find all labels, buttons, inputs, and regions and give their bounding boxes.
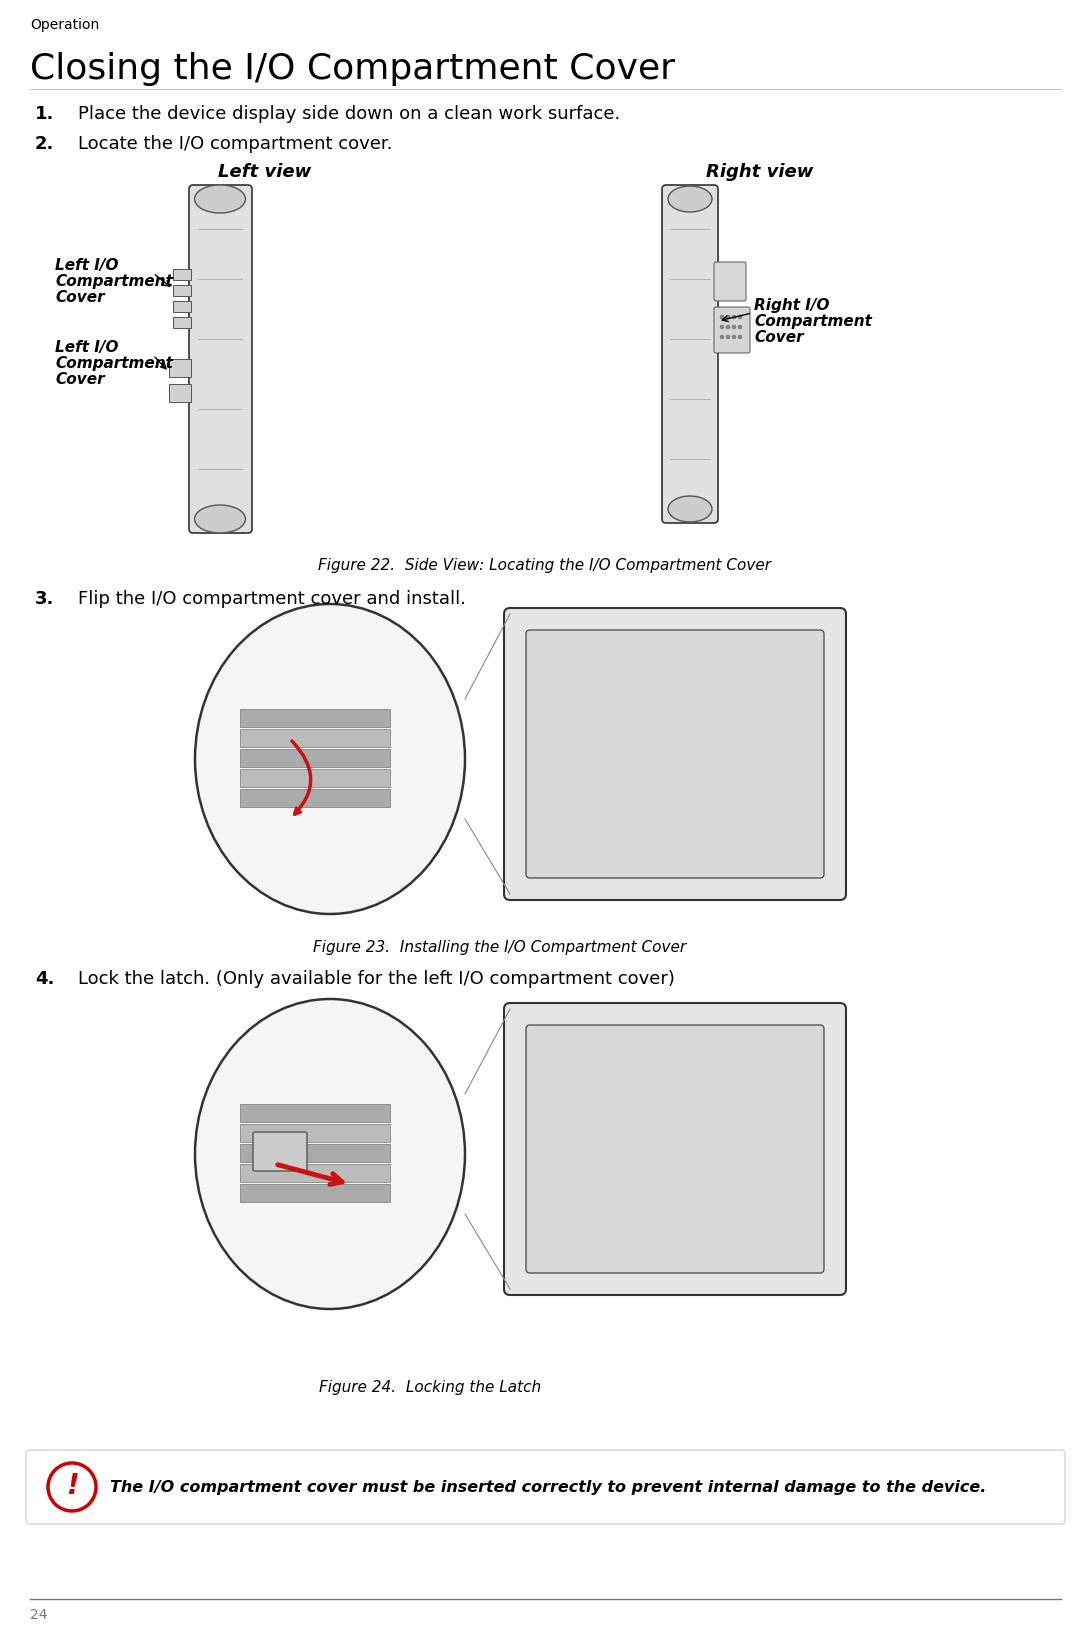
Bar (240, 770, 389, 788)
Ellipse shape (194, 186, 245, 214)
Bar (240, 1105, 389, 1123)
Text: Lock the latch. (Only available for the left I/O compartment cover): Lock the latch. (Only available for the … (77, 969, 675, 987)
Circle shape (732, 317, 736, 320)
Text: Figure 22.  Side View: Locating the I/O Compartment Cover: Figure 22. Side View: Locating the I/O C… (319, 558, 771, 573)
Bar (169, 359, 191, 377)
Text: Right view: Right view (706, 163, 814, 181)
FancyBboxPatch shape (26, 1451, 1065, 1524)
Text: Left I/O: Left I/O (55, 258, 119, 273)
Bar (240, 1185, 389, 1203)
Circle shape (720, 326, 724, 330)
Circle shape (720, 336, 724, 339)
Ellipse shape (195, 604, 465, 914)
Text: Compartment: Compartment (55, 356, 172, 370)
Bar (169, 385, 191, 403)
Text: Figure 24.  Locking the Latch: Figure 24. Locking the Latch (319, 1379, 541, 1394)
FancyBboxPatch shape (714, 263, 746, 302)
Bar (240, 1164, 389, 1182)
FancyBboxPatch shape (253, 1133, 307, 1172)
Bar (240, 1144, 389, 1162)
Text: Operation: Operation (29, 18, 99, 33)
Circle shape (726, 326, 730, 330)
Text: 4.: 4. (35, 969, 55, 987)
Circle shape (48, 1464, 96, 1511)
Circle shape (732, 326, 736, 330)
Bar (173, 302, 191, 313)
Circle shape (726, 317, 730, 320)
Text: Right I/O: Right I/O (754, 297, 829, 313)
Text: Left I/O: Left I/O (55, 339, 119, 354)
Text: The I/O compartment cover must be inserted correctly to prevent internal damage : The I/O compartment cover must be insert… (110, 1480, 986, 1495)
Text: Flip the I/O compartment cover and install.: Flip the I/O compartment cover and insta… (77, 589, 466, 607)
Circle shape (732, 336, 736, 339)
FancyBboxPatch shape (504, 1004, 846, 1296)
FancyBboxPatch shape (526, 1025, 824, 1273)
FancyBboxPatch shape (504, 609, 846, 901)
Text: Compartment: Compartment (754, 313, 872, 328)
Ellipse shape (668, 188, 712, 212)
FancyBboxPatch shape (714, 308, 750, 354)
FancyBboxPatch shape (189, 186, 252, 534)
Bar (240, 749, 389, 767)
Ellipse shape (195, 999, 465, 1309)
Text: 3.: 3. (35, 589, 55, 607)
Circle shape (726, 336, 730, 339)
Bar (240, 790, 389, 808)
Ellipse shape (668, 496, 712, 522)
Circle shape (738, 317, 742, 320)
Bar (173, 318, 191, 328)
Bar (240, 710, 389, 728)
Circle shape (738, 336, 742, 339)
Text: Compartment: Compartment (55, 274, 172, 289)
FancyBboxPatch shape (662, 186, 718, 524)
Ellipse shape (194, 506, 245, 534)
Text: 1.: 1. (35, 104, 55, 122)
Text: Locate the I/O compartment cover.: Locate the I/O compartment cover. (77, 135, 393, 153)
Text: Closing the I/O Compartment Cover: Closing the I/O Compartment Cover (29, 52, 675, 86)
Bar (173, 286, 191, 297)
Circle shape (738, 326, 742, 330)
Bar (240, 1124, 389, 1142)
Text: Cover: Cover (55, 372, 105, 387)
Text: Left view: Left view (218, 163, 312, 181)
Text: !: ! (65, 1470, 79, 1500)
Text: 2.: 2. (35, 135, 55, 153)
Text: Figure 23.  Installing the I/O Compartment Cover: Figure 23. Installing the I/O Compartmen… (313, 940, 686, 955)
Circle shape (720, 317, 724, 320)
Bar (240, 730, 389, 747)
Bar (173, 269, 191, 281)
Text: Cover: Cover (754, 330, 804, 344)
Text: Place the device display side down on a clean work surface.: Place the device display side down on a … (77, 104, 621, 122)
Text: Cover: Cover (55, 290, 105, 305)
FancyBboxPatch shape (526, 630, 824, 878)
Text: 24: 24 (29, 1608, 48, 1621)
